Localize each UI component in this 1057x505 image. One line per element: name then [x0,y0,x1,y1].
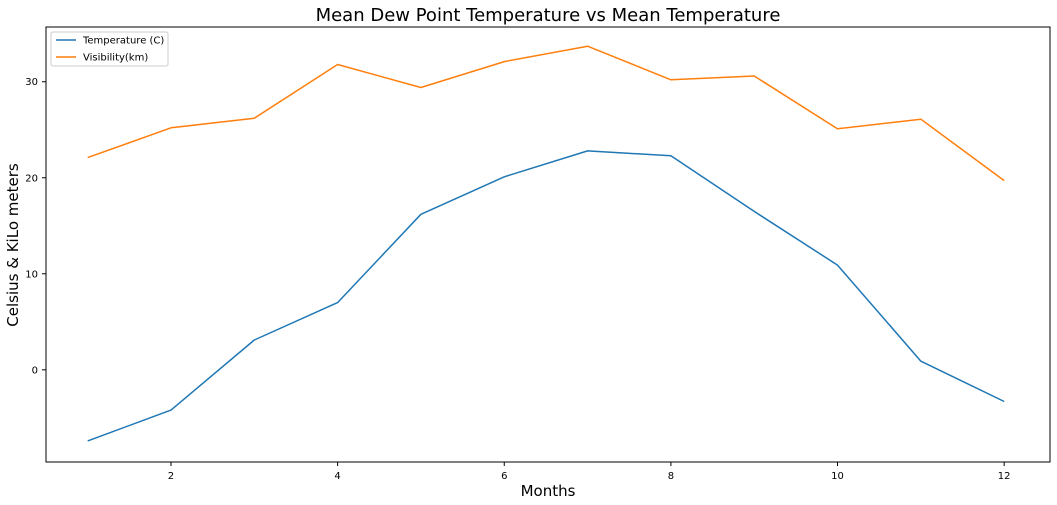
y-tick-label: 0 [32,365,38,376]
legend-label: Temperature (C) [82,36,164,47]
legend: Temperature (C) Visibility(km) [50,31,169,67]
x-axis: 2 4 6 8 10 12 [168,462,1011,482]
y-tick-label: 10 [25,269,38,280]
x-tick-label: 4 [334,471,340,482]
x-tick-label: 8 [668,471,674,482]
legend-label: Visibility(km) [83,53,148,64]
series-lines [87,45,1005,442]
x-tick-label: 10 [831,471,844,482]
x-tick-label: 6 [501,471,507,482]
y-tick-label: 20 [25,173,38,184]
plot-area [45,26,1051,463]
y-tick-label: 30 [25,77,38,88]
series-line-0 [87,150,1005,442]
legend-box [50,31,169,67]
series-line-1 [87,45,1005,182]
chart-title: Mean Dew Point Temperature vs Mean Tempe… [316,5,781,26]
x-tick-label: 2 [168,471,174,482]
x-tick-label: 12 [998,471,1011,482]
y-axis-label: Celsius & KiLo meters [4,163,22,327]
y-axis: 0 10 20 30 [25,77,46,376]
x-axis-label: Months [521,482,576,500]
